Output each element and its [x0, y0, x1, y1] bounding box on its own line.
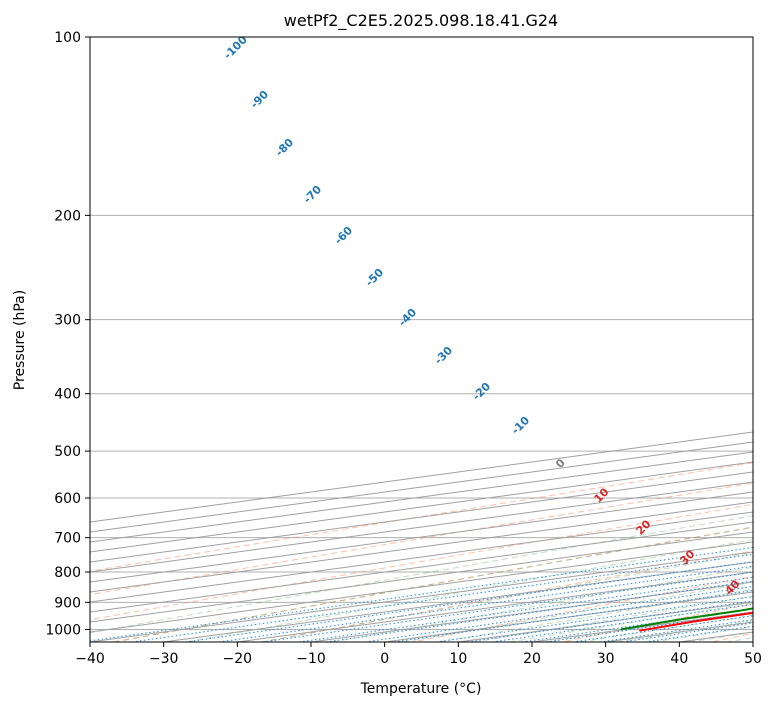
mixing-ratio-line	[467, 600, 753, 642]
x-tick-label: −10	[296, 651, 326, 667]
mixing-ratio-line	[185, 561, 753, 642]
x-tick-label: 30	[597, 651, 615, 667]
isotherm-line	[90, 471, 753, 563]
x-tick-label: −30	[149, 651, 179, 667]
y-tick-label: 300	[54, 313, 81, 329]
y-tick-label: 800	[54, 565, 81, 581]
isotherm-line	[90, 521, 753, 613]
skewed-isotherms	[90, 431, 753, 642]
x-tick-label: 10	[449, 651, 467, 667]
y-axis-ticks: 100 200 300 400 500 600 700 800 900 1000	[45, 30, 90, 638]
y-tick-label: 700	[54, 531, 81, 547]
dry-adiabat-line	[90, 462, 753, 572]
x-axis-label: Temperature (°C)	[360, 681, 482, 697]
y-tick-label: 600	[54, 491, 81, 507]
dry-adiabat-line	[263, 550, 753, 642]
dry-adiabat-line	[412, 575, 753, 642]
x-tick-label: 0	[380, 651, 389, 667]
x-tick-label: 50	[744, 651, 762, 667]
y-tick-label: 900	[54, 595, 81, 611]
moist-adiabat-line	[403, 581, 753, 642]
isotherm-line	[90, 511, 753, 603]
isotherm-line	[90, 461, 753, 553]
y-tick-label: 200	[54, 208, 81, 224]
x-axis-ticks: −40 −30 −20 −10 0 10 20 30 40 50	[75, 642, 762, 667]
isotherm-line	[90, 501, 753, 593]
dry-adiabat-line	[90, 482, 753, 596]
moist-adiabat-line	[438, 588, 753, 642]
y-axis-label: Pressure (hPa)	[12, 290, 28, 390]
x-tick-label: −20	[223, 651, 253, 667]
pressure-gridlines	[90, 37, 753, 630]
y-tick-label: 100	[54, 30, 81, 46]
dry-adiabat-line	[114, 526, 753, 642]
moist-adiabat-line	[187, 539, 753, 642]
mixing-ratio-line	[90, 546, 753, 642]
y-tick-label: 400	[54, 387, 81, 403]
chart-title: wetPf2_C2E5.2025.098.18.41.G24	[284, 11, 558, 31]
isotherm-line	[90, 451, 753, 543]
mixing-ratio-line	[436, 596, 753, 642]
x-tick-label: 40	[670, 651, 688, 667]
isotherm-line	[90, 491, 753, 583]
isotherm-line	[90, 481, 753, 573]
plot-frame	[89, 36, 754, 643]
y-tick-label: 500	[54, 444, 81, 460]
moist-adiabat-line	[332, 566, 753, 642]
moist-adiabat-line	[113, 526, 753, 642]
x-tick-label: 20	[523, 651, 541, 667]
x-tick-label: −40	[75, 651, 105, 667]
dry-adiabats	[90, 462, 753, 642]
mixing-ratio-line	[492, 603, 753, 642]
y-tick-label: 1000	[45, 622, 81, 638]
isotherm-line	[90, 531, 753, 623]
mixing-ratio-line	[131, 553, 753, 642]
